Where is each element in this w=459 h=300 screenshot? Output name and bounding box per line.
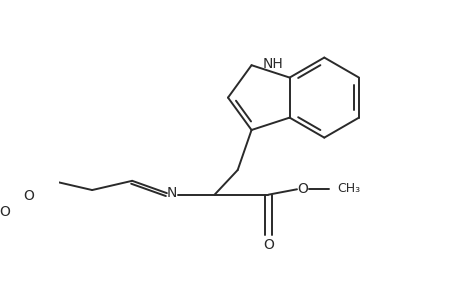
Text: CH₃: CH₃: [336, 182, 359, 195]
Text: O: O: [0, 205, 10, 219]
Text: O: O: [297, 182, 308, 196]
Text: O: O: [23, 190, 34, 203]
Text: N: N: [167, 186, 177, 200]
Text: O: O: [263, 238, 273, 253]
Text: NH: NH: [262, 57, 282, 71]
